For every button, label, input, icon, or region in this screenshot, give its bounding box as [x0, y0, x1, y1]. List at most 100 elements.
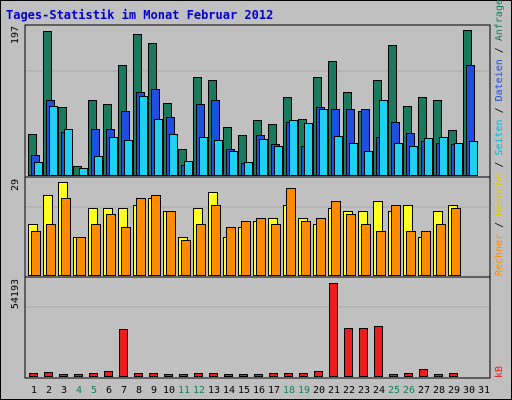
middle-bar-rechner-day-9: [151, 195, 161, 276]
top-bar-seiten-day-24: [379, 100, 388, 176]
x-tick-label: 28: [433, 385, 445, 396]
x-tick-label: 19: [298, 385, 310, 396]
legend-separator: /: [494, 101, 505, 119]
x-tick-label: 31: [478, 385, 490, 396]
top-bar-seiten-day-18: [289, 120, 298, 176]
legend-besuche: Besuche: [494, 174, 505, 216]
bottom-bar-kb-day-27: [419, 369, 428, 377]
top-bar-seiten-day-15: [244, 162, 253, 176]
x-tick-label: 15: [238, 385, 250, 396]
middle-bar-rechner-day-20: [316, 218, 326, 276]
x-tick-label: 29: [448, 385, 460, 396]
x-tick-label: 3: [61, 385, 67, 396]
bottom-bar-kb-day-14: [224, 374, 233, 377]
top-bar-seiten-day-6: [109, 137, 118, 176]
top-bar-seiten-day-1: [34, 162, 43, 176]
x-tick-label: 16: [253, 385, 265, 396]
bottom-max-label: 54193: [10, 279, 21, 309]
top-bar-seiten-day-16: [259, 139, 268, 176]
series-legend-vertical: kB: [494, 366, 505, 378]
chart-title: Tages-Statistik im Monat Februar 2012: [6, 8, 273, 22]
top-bar-seiten-day-12: [199, 137, 208, 176]
middle-bar-rechner-day-17: [271, 224, 281, 276]
x-tick-label: 14: [223, 385, 235, 396]
x-tick-label: 17: [268, 385, 280, 396]
bottom-bar-kb-day-9: [149, 373, 158, 377]
x-tick-label: 9: [151, 385, 157, 396]
middle-bar-rechner-day-7: [121, 227, 131, 276]
bottom-bar-kb-day-12: [194, 373, 203, 377]
bottom-bar-kb-day-8: [134, 373, 143, 377]
bottom-bar-kb-day-16: [254, 374, 263, 377]
middle-bar-rechner-day-22: [346, 214, 356, 276]
top-bar-seiten-day-26: [409, 146, 418, 176]
top-bar-seiten-day-20: [319, 109, 328, 176]
top-bar-seiten-day-3: [64, 129, 73, 176]
top-bar-seiten-day-9: [154, 119, 163, 176]
x-tick-label: 22: [343, 385, 355, 396]
x-tick-label: 13: [208, 385, 220, 396]
x-tick-label: 23: [358, 385, 370, 396]
top-bar-seiten-day-22: [349, 143, 358, 176]
x-tick-label: 12: [193, 385, 205, 396]
middle-bar-rechner-day-1: [31, 231, 41, 276]
top-bar-seiten-day-25: [394, 143, 403, 176]
legend-kb: kB: [494, 366, 505, 378]
bottom-bar-kb-day-3: [59, 374, 68, 377]
top-bar-seiten-day-4: [79, 168, 88, 176]
x-tick-label: 11: [178, 385, 190, 396]
x-tick-label: 27: [418, 385, 430, 396]
bottom-bar-kb-day-5: [89, 373, 98, 377]
bottom-bar-kb-day-4: [74, 374, 83, 377]
middle-bar-rechner-day-5: [91, 224, 101, 276]
middle-bar-rechner-day-29: [451, 208, 461, 276]
bottom-bar-kb-day-19: [299, 373, 308, 377]
bottom-bar-kb-day-24: [374, 326, 383, 377]
top-bar-seiten-day-17: [274, 146, 283, 176]
middle-bar-rechner-day-18: [286, 188, 296, 276]
middle-bar-rechner-day-26: [406, 231, 416, 276]
x-tick-label: 8: [136, 385, 142, 396]
legend-dateien: Dateien: [494, 59, 505, 101]
top-bar-seiten-day-2: [49, 106, 58, 176]
middle-bar-rechner-day-6: [106, 214, 116, 276]
legend-separator: /: [494, 216, 505, 234]
x-tick-label: 18: [283, 385, 295, 396]
bottom-bar-kb-day-21: [329, 283, 338, 377]
bottom-bar-kb-day-2: [44, 372, 53, 377]
bottom-bar-kb-day-11: [179, 374, 188, 377]
middle-bar-rechner-day-15: [241, 221, 251, 276]
middle-bar-rechner-day-3: [61, 198, 71, 276]
bottom-bar-kb-day-6: [104, 371, 113, 377]
legend-separator: /: [494, 41, 505, 59]
bottom-bar-kb-day-25: [389, 374, 398, 377]
x-tick-label: 26: [403, 385, 415, 396]
middle-bar-rechner-day-14: [226, 227, 236, 276]
middle-bar-rechner-day-28: [436, 224, 446, 276]
x-tick-label: 21: [328, 385, 340, 396]
legend-anfragen: Anfragen: [494, 0, 505, 41]
top-bar-seiten-day-7: [124, 140, 133, 176]
top-bar-seiten-day-21: [334, 136, 343, 176]
top-max-label: 197: [10, 26, 21, 44]
x-axis-day-labels: 1 2 3 4 5 6 7 8 9 10 11 12 13 14 15 16 17 18 19 20 21 22 23 24 2…: [31, 385, 490, 396]
bottom-bar-kb-day-1: [29, 373, 38, 377]
top-bar-seiten-day-28: [439, 137, 448, 176]
x-tick-label: 1: [31, 385, 37, 396]
bottom-bar-kb-day-28: [434, 374, 443, 377]
top-bar-seiten-day-19: [304, 123, 313, 176]
bottom-bar-kb-day-22: [344, 328, 353, 377]
x-tick-label: 25: [388, 385, 400, 396]
top-bar-seiten-day-23: [364, 151, 373, 176]
middle-bar-rechner-day-25: [391, 205, 401, 276]
middle-bar-rechner-day-21: [331, 201, 341, 276]
legend-rechner: Rechner: [494, 234, 505, 276]
x-tick-label: 10: [163, 385, 175, 396]
middle-bar-rechner-day-8: [136, 198, 146, 276]
top-bar-seiten-day-8: [139, 96, 148, 176]
middle-bar-rechner-day-16: [256, 218, 266, 276]
bottom-bar-kb-day-29: [449, 373, 458, 377]
bottom-bar-kb-day-18: [284, 373, 293, 377]
